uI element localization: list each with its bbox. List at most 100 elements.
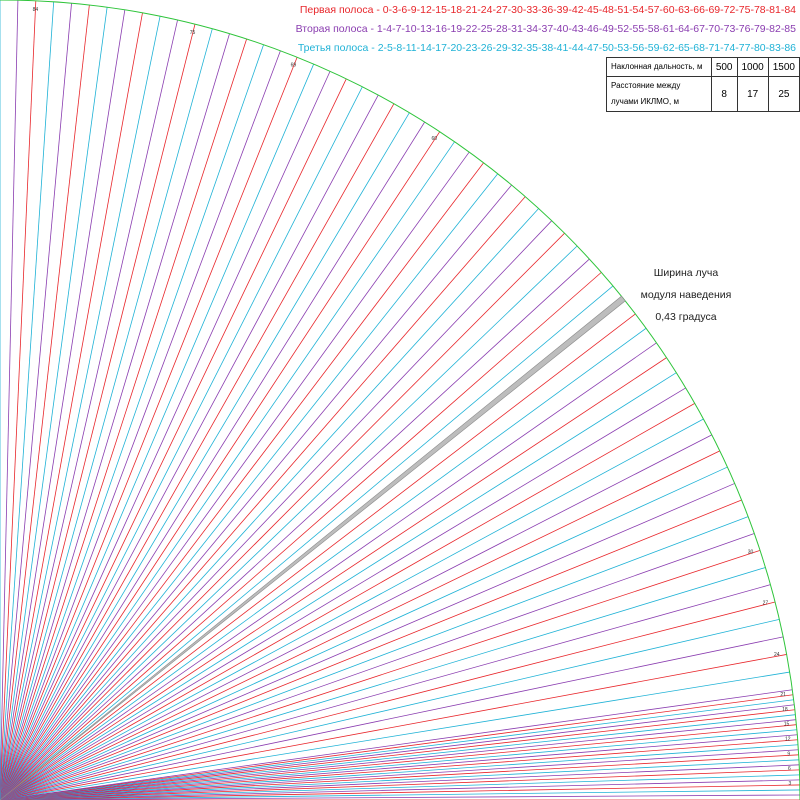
ray-line: [0, 709, 795, 800]
ray-line: [0, 1, 55, 800]
ray-line: [0, 567, 766, 800]
ray-index-label: 27: [763, 600, 769, 606]
ray-line: [0, 44, 264, 800]
ray-line: [0, 173, 499, 800]
ray-line: [0, 744, 799, 800]
ray-index-label: 9: [787, 751, 790, 757]
ray-line: [0, 714, 796, 800]
table-row: Наклонная дальность, м 500 1000 1500: [606, 57, 800, 77]
ray-line: [0, 28, 213, 800]
ray-line: [0, 533, 755, 800]
ray-line: [0, 789, 800, 800]
arc-label-group: 84 75 69 60 30 27 24 21 18 15 12 9 6 3: [33, 7, 792, 787]
ray-index-label: 3: [788, 781, 791, 787]
ray-line: [0, 38, 248, 800]
beam-note-line: 0,43 градуса: [655, 311, 717, 323]
ray-line: [0, 272, 602, 800]
ray-index-label: 18: [782, 707, 788, 713]
ray-line: [0, 734, 798, 800]
ray-index-label: 60: [431, 136, 437, 142]
ray-line: [0, 694, 794, 800]
spacing-value: 17: [736, 76, 769, 112]
ray-line: [0, 208, 539, 800]
ray-line: [0, 794, 800, 800]
parameters-table: Наклонная дальность, м 500 1000 1500 Рас…: [606, 57, 800, 112]
ray-index-label: 84: [33, 7, 39, 13]
ray-line: [0, 403, 695, 800]
ray-line: [0, 654, 787, 800]
ray-line: [0, 601, 776, 800]
ray-line: [0, 196, 526, 800]
ray-line: [0, 245, 578, 800]
beam-note-line: Ширина луча: [653, 267, 719, 279]
ray-line: [0, 779, 800, 800]
ray-line: [0, 141, 455, 800]
ray-line: [0, 754, 799, 800]
ray-line: [0, 729, 797, 800]
ray-line: [0, 0, 19, 800]
ray-line: [0, 112, 410, 800]
ray-line: [0, 584, 771, 800]
table-row: Расстояние между лучами ИКЛМО, м 8 17 25: [606, 76, 800, 112]
ray-line: [0, 434, 712, 800]
ray-line: [0, 57, 298, 800]
ray-line: [0, 12, 143, 800]
range-value: 1500: [767, 57, 800, 77]
ray-line: [0, 418, 704, 800]
ray-line: [0, 483, 735, 800]
ray-line: [0, 372, 677, 800]
ray-line: [0, 689, 793, 800]
ray-index-label: 24: [774, 652, 780, 658]
ray-line: [0, 499, 742, 800]
ray-line: [0, 466, 728, 800]
ray-line: [0, 739, 798, 800]
ray-line: [0, 327, 647, 800]
ray-line: [0, 162, 484, 800]
ray-line: [0, 550, 761, 800]
ray-line: [0, 220, 553, 800]
ray-line: [0, 9, 126, 800]
ray-line: [0, 4, 90, 800]
ray-line: [0, 71, 331, 800]
ray-line: [0, 184, 512, 800]
ray-line: [0, 285, 614, 800]
ray-line: [0, 450, 720, 800]
ray-line: [0, 774, 800, 800]
ray-index-label: 69: [291, 63, 297, 69]
ray-line: [0, 232, 565, 800]
ray-line: [0, 699, 794, 800]
guidance-beam-wedge: [0, 295, 626, 800]
ray-line: [0, 671, 790, 800]
ray-index-label: 6: [788, 766, 791, 772]
ray-line: [0, 749, 799, 800]
ray-line: [0, 313, 636, 800]
beam-note-line: модуля наведения: [640, 289, 732, 301]
ray-line: [0, 103, 395, 800]
ray-line: [0, 724, 797, 800]
ray-line: [0, 357, 667, 800]
ray-line: [0, 86, 363, 800]
ray-line: [0, 121, 426, 800]
ray-line: [0, 719, 797, 800]
ray-line: [0, 33, 230, 800]
legend-band-1: Первая полоса - 0-3-6-9-12-15-18-21-24-2…: [299, 4, 796, 16]
ray-line: [0, 63, 315, 800]
ray-index-label: 75: [190, 30, 196, 36]
ray-line: [0, 759, 800, 800]
ray-index-label: 30: [748, 550, 754, 556]
ray-line: [0, 387, 686, 800]
ray-index-label: 12: [785, 736, 791, 742]
ray-line: [0, 3, 72, 800]
beam-width-note: Ширина луча модуля наведения 0,43 градус…: [634, 262, 738, 328]
range-value: 1000: [736, 57, 769, 77]
ray-line: [0, 94, 379, 800]
ray-line: [0, 131, 441, 800]
ray-line: [0, 516, 749, 800]
spacing-value: 8: [710, 76, 738, 112]
spacing-value: 25: [767, 76, 800, 112]
legend-band-2: Вторая полоса - 1-4-7-10-13-16-19-22-25-…: [295, 23, 796, 35]
ray-line: [0, 704, 795, 800]
ray-line: [0, 19, 178, 800]
